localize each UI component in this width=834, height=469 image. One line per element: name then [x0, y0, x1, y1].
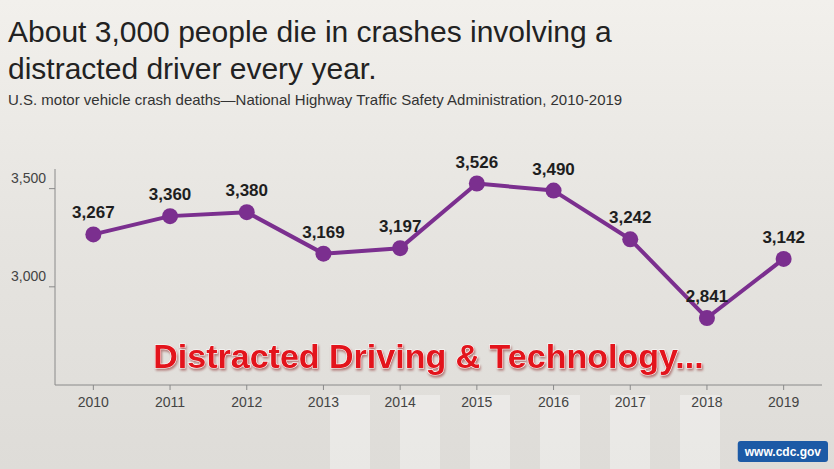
- x-tick: [323, 385, 324, 390]
- x-tick-label: 2016: [538, 394, 569, 410]
- title: About 3,000 people die in crashes involv…: [8, 15, 612, 85]
- subtitle: U.S. motor vehicle crash deaths—National…: [8, 91, 622, 108]
- source-badge: [738, 441, 828, 462]
- background: [0, 0, 834, 469]
- x-tick: [783, 385, 784, 390]
- series-group: [85, 176, 791, 327]
- y-tick: [49, 286, 55, 287]
- data-label: 3,169: [302, 223, 345, 242]
- point: [546, 183, 562, 199]
- data-label: 3,380: [225, 181, 268, 200]
- y-tick-label: 3,500: [11, 170, 46, 186]
- data-label: 3,242: [609, 208, 652, 227]
- x-tick-label: 2017: [615, 394, 646, 410]
- x-tick: [400, 385, 401, 390]
- x-tick-label: 2019: [768, 394, 799, 410]
- title-line: distracted driver every year.: [8, 52, 376, 85]
- point: [315, 246, 331, 262]
- data-label: 2,841: [686, 287, 729, 306]
- source-badge-text: www.cdc.gov: [744, 445, 822, 459]
- x-tick-label: 2015: [461, 394, 492, 410]
- data-label: 3,360: [149, 185, 192, 204]
- title-line: About 3,000 people die in crashes involv…: [8, 15, 612, 48]
- x-tick-label: 2014: [385, 394, 416, 410]
- x-tick: [170, 385, 171, 390]
- point: [699, 310, 715, 326]
- point: [622, 231, 638, 247]
- x-tick-label: 2012: [231, 394, 262, 410]
- y-tick-label: 3,000: [11, 268, 46, 284]
- x-tick: [706, 385, 707, 390]
- x-tick-label: 2011: [155, 394, 185, 410]
- x-tick: [93, 385, 94, 390]
- x-tick: [630, 385, 631, 390]
- chart: About 3,000 people die in crashes involv…: [0, 0, 834, 469]
- data-label: 3,490: [532, 160, 575, 179]
- decor-stripe: [610, 395, 650, 469]
- series-line: [93, 184, 783, 319]
- point: [239, 204, 255, 220]
- data-label: 3,142: [762, 228, 805, 247]
- data-label: 3,526: [456, 153, 499, 172]
- x-tick-label: 2013: [308, 394, 339, 410]
- point: [162, 208, 178, 224]
- data-label: 3,267: [72, 203, 115, 222]
- x-tick: [476, 385, 477, 390]
- data-label: 3,197: [379, 217, 422, 236]
- x-tick: [553, 385, 554, 390]
- y-axis: [55, 169, 56, 385]
- overlay-annotation: Distracted Driving & Technology...: [153, 337, 703, 375]
- y-tick: [49, 188, 55, 189]
- x-tick-label: 2010: [78, 394, 109, 410]
- point: [392, 240, 408, 256]
- x-tick-label: 2018: [691, 394, 722, 410]
- point: [776, 251, 792, 267]
- point: [469, 176, 485, 192]
- point: [85, 226, 101, 242]
- x-tick: [246, 385, 247, 390]
